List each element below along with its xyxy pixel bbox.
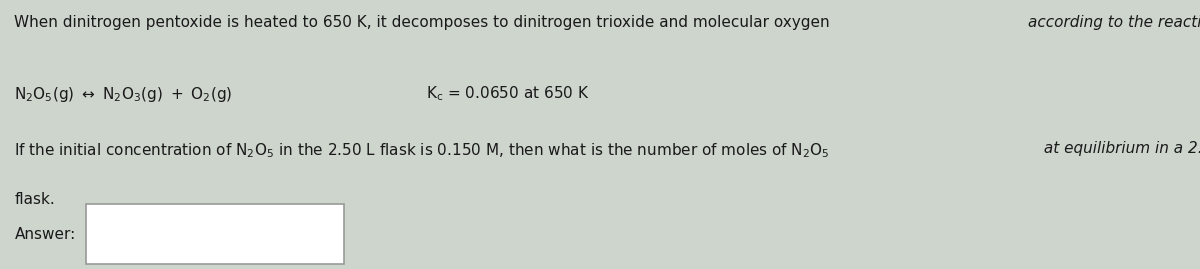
- Text: Answer:: Answer:: [14, 226, 76, 242]
- Text: $\mathregular{N_2O_5(g)\ \leftrightarrow\ N_2O_3(g)\ +\ O_2(g)}$: $\mathregular{N_2O_5(g)\ \leftrightarrow…: [14, 85, 233, 104]
- Text: $\mathregular{K_c}$ = 0.0650 at 650 K: $\mathregular{K_c}$ = 0.0650 at 650 K: [426, 85, 589, 104]
- FancyBboxPatch shape: [86, 204, 344, 264]
- Text: according to the reaction:: according to the reaction:: [1028, 15, 1200, 30]
- Text: When dinitrogen pentoxide is heated to 650 K, it decomposes to dinitrogen trioxi: When dinitrogen pentoxide is heated to 6…: [14, 15, 835, 30]
- Text: at equilibrium in a 2.50 L: at equilibrium in a 2.50 L: [1039, 141, 1200, 156]
- Text: flask.: flask.: [14, 192, 55, 207]
- Text: If the initial concentration of $\mathregular{N_2O_5}$ in the 2.50 L flask is 0.: If the initial concentration of $\mathre…: [14, 141, 830, 160]
